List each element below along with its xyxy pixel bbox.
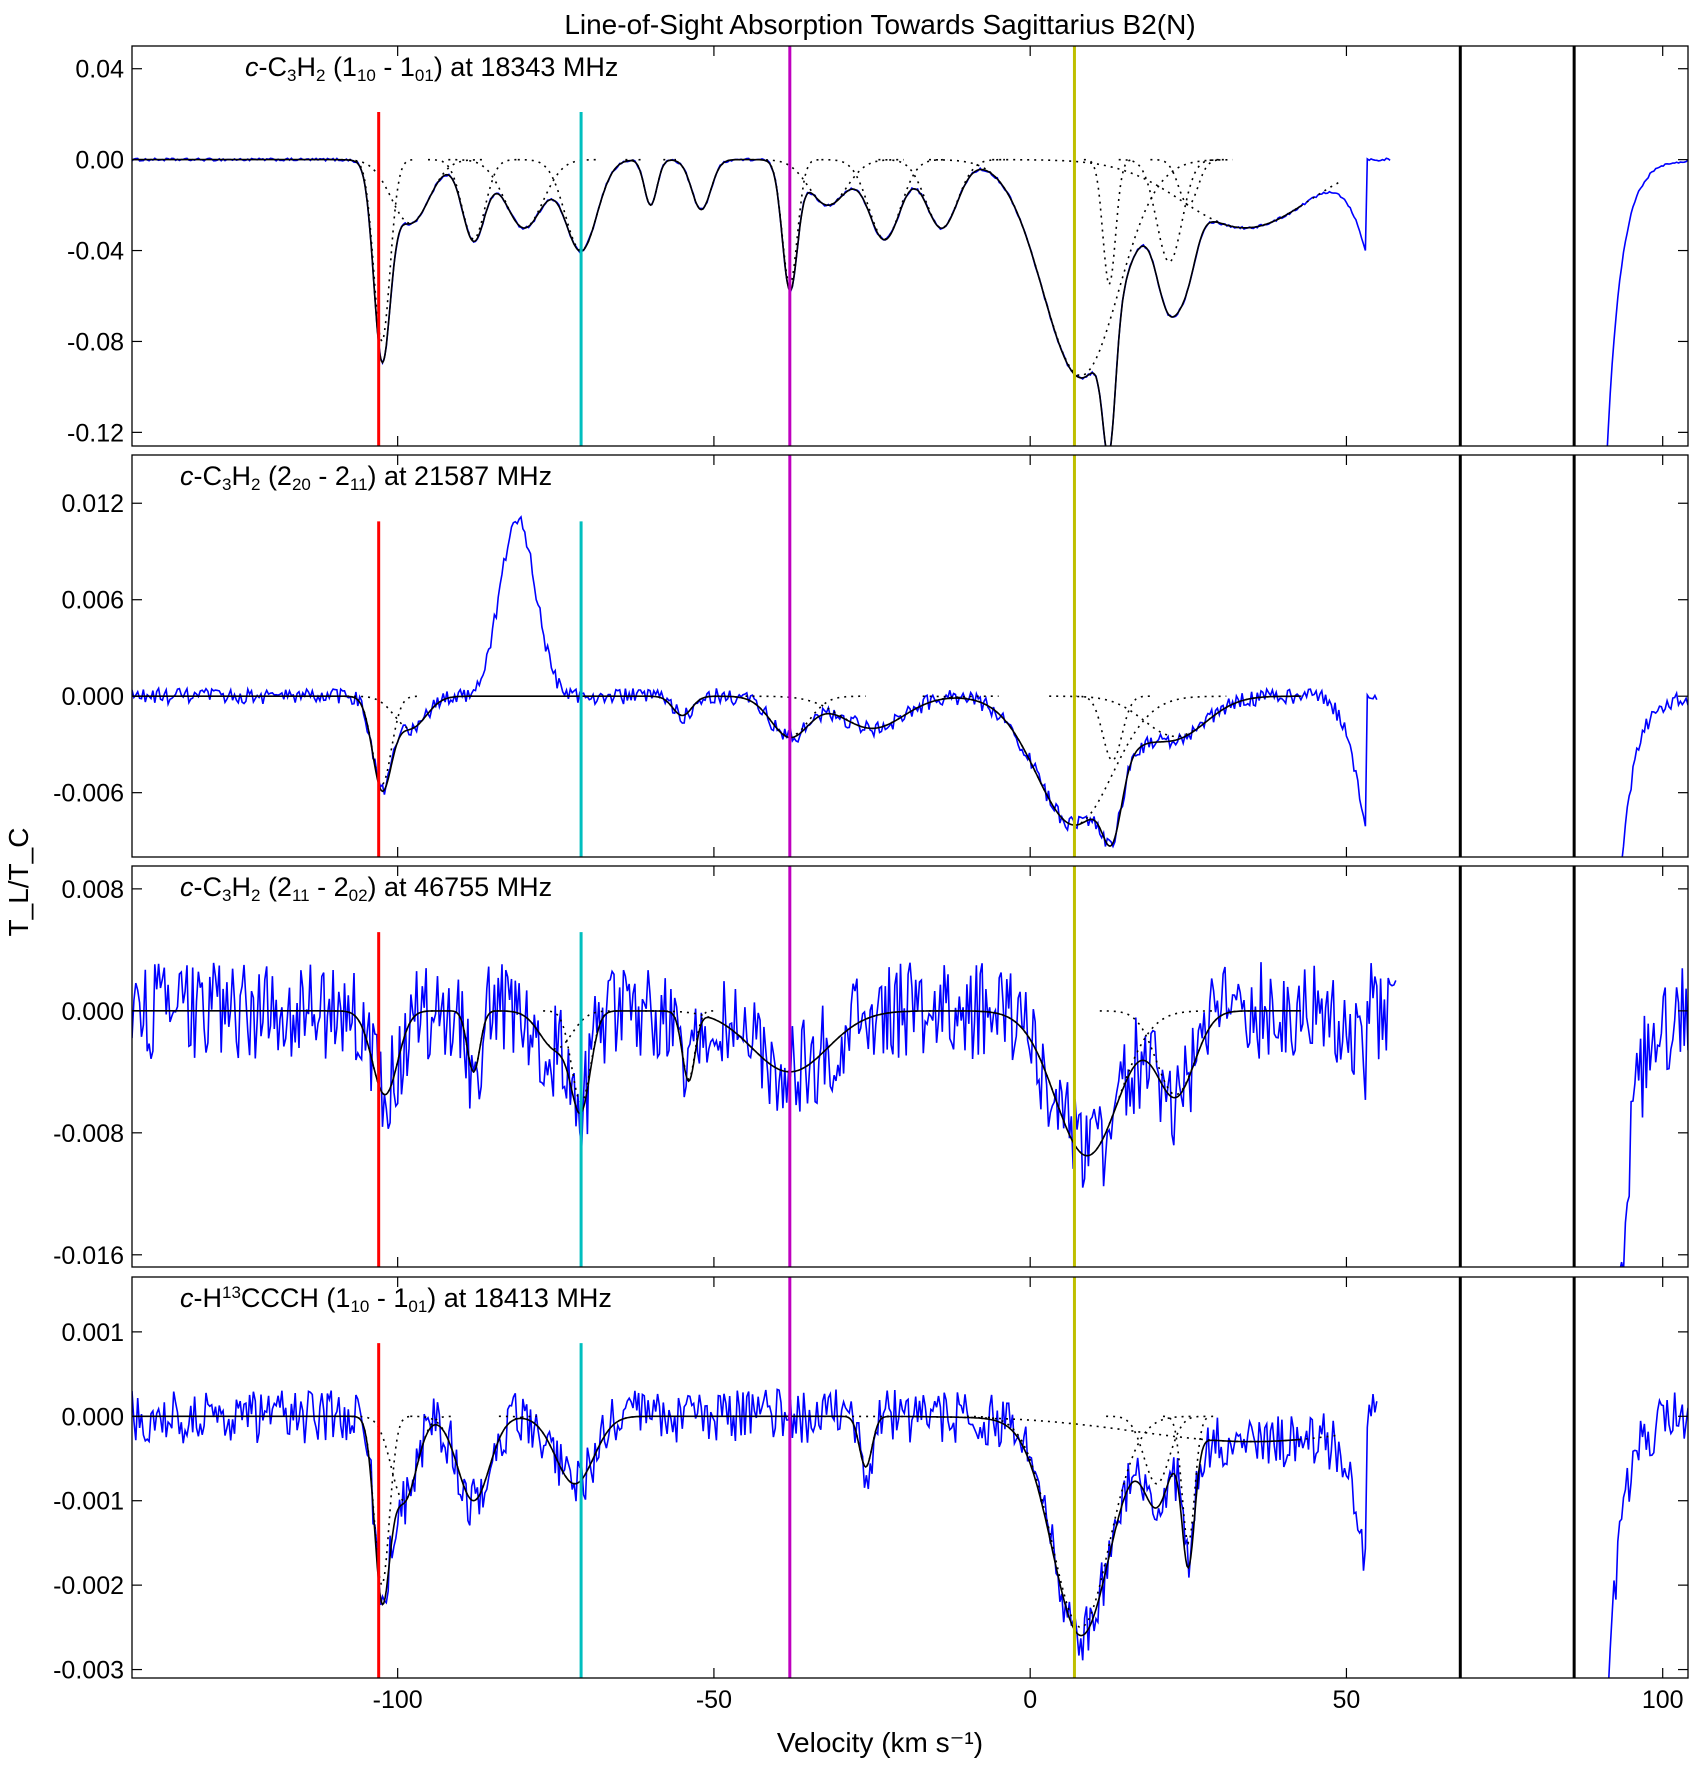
fit-component bbox=[878, 158, 1005, 229]
panel-frame bbox=[131, 45, 1689, 447]
model-fit bbox=[132, 1010, 1301, 1157]
plot-area bbox=[132, 515, 1688, 857]
y-tick-label: -0.08 bbox=[67, 328, 124, 356]
fit-component bbox=[448, 1010, 499, 1074]
y-tick-label: 0.000 bbox=[61, 1403, 124, 1431]
panels-group: 0.04 0.00 -0.04 -0.08 -0.12 c-C3H2 (110 - 101… bbox=[53, 45, 1689, 1714]
fit-component bbox=[428, 158, 519, 241]
observed-spectrum-segment bbox=[1606, 159, 1688, 446]
model-fit bbox=[132, 1415, 1301, 1637]
observed-spectrum-segment bbox=[1619, 968, 1688, 1267]
panel-frame bbox=[131, 454, 1689, 858]
fit-component bbox=[745, 695, 999, 730]
fit-component bbox=[1106, 1415, 1208, 1485]
fit-component bbox=[929, 158, 1233, 377]
panel-label: c-C3H2 (211 - 202) at 46755 MHz bbox=[180, 872, 552, 905]
plot-area bbox=[132, 962, 1688, 1267]
panel-label: c-H13CCCH (110 - 101) at 18413 MHz bbox=[180, 1283, 612, 1316]
y-tick-label: 0.006 bbox=[61, 587, 124, 615]
y-tick-label: 0.000 bbox=[61, 683, 124, 711]
plot-area bbox=[132, 1388, 1688, 1678]
fit-component bbox=[1162, 1415, 1214, 1546]
fit-component bbox=[517, 158, 645, 252]
fit-component bbox=[1150, 158, 1227, 206]
y-tick-label: 0.001 bbox=[61, 1319, 124, 1347]
fit-component bbox=[1118, 158, 1220, 263]
observed-spectrum-segment bbox=[132, 157, 1391, 446]
y-axis-label: T_L/T_C bbox=[3, 828, 34, 937]
y-tick-label: -0.002 bbox=[53, 1572, 124, 1600]
panel-label: c-C3H2 (220 - 211) at 21587 MHz bbox=[180, 461, 552, 494]
observed-spectrum-segment bbox=[132, 515, 1378, 849]
x-tick-label: 0 bbox=[1023, 1686, 1037, 1714]
y-tick-label: -0.12 bbox=[67, 419, 124, 447]
observed-spectrum-segment bbox=[1621, 690, 1688, 857]
x-tick-label: 100 bbox=[1642, 1686, 1684, 1714]
y-tick-label: -0.003 bbox=[53, 1657, 124, 1685]
x-axis-label: Velocity (km s⁻¹) bbox=[777, 1727, 983, 1758]
y-tick-label: 0.008 bbox=[61, 876, 124, 904]
fit-component bbox=[334, 158, 487, 225]
fit-component bbox=[1099, 1010, 1252, 1096]
y-tick-label: 0.012 bbox=[61, 490, 124, 518]
fit-component bbox=[966, 1415, 1195, 1629]
x-tick-label: 50 bbox=[1333, 1686, 1361, 1714]
y-tick-label: 0.00 bbox=[75, 147, 124, 175]
y-tick-label: 0.04 bbox=[75, 56, 124, 84]
fit-component bbox=[625, 158, 676, 207]
observed-spectrum-segment bbox=[1608, 1392, 1688, 1678]
fit-component bbox=[644, 695, 721, 717]
fit-component bbox=[347, 695, 474, 730]
y-tick-label: -0.04 bbox=[67, 238, 124, 266]
fit-component bbox=[1074, 695, 1151, 762]
fit-component bbox=[751, 158, 904, 206]
fit-component bbox=[1049, 695, 1303, 738]
plot-area bbox=[132, 157, 1688, 446]
panel-frame bbox=[131, 865, 1689, 1268]
panel-3: 0.008 0.000 -0.008 -0.016 c-C3H2 (211 - 202)… bbox=[53, 865, 1689, 1270]
model-fit bbox=[132, 695, 1301, 847]
fit-component bbox=[448, 158, 601, 229]
y-tick-label: -0.008 bbox=[53, 1120, 124, 1148]
x-tick-label: -100 bbox=[373, 1686, 423, 1714]
y-tick-label: -0.006 bbox=[53, 780, 124, 808]
fit-component bbox=[1083, 158, 1135, 287]
fit-component bbox=[821, 158, 948, 241]
panel-4: 0.001 0.000 -0.001 -0.002 -0.003 c-H13CCCH (1… bbox=[53, 1276, 1689, 1685]
y-tick-label: -0.001 bbox=[53, 1488, 124, 1516]
panel-1: 0.04 0.00 -0.04 -0.08 -0.12 c-C3H2 (110 - 101… bbox=[67, 45, 1689, 447]
panel-2: 0.012 0.006 0.000 -0.006 c-C3H2 (220 - 211) … bbox=[53, 454, 1689, 858]
fit-component bbox=[343, 695, 420, 786]
model-fit bbox=[132, 158, 1302, 446]
observed-spectrum-segment bbox=[132, 962, 1397, 1188]
fit-component bbox=[992, 158, 1341, 229]
fit-component bbox=[348, 158, 414, 343]
y-tick-label: -0.016 bbox=[53, 1242, 124, 1270]
panel-label: c-C3H2 (110 - 101) at 18343 MHz bbox=[245, 52, 618, 85]
figure-title: Line-of-Sight Absorption Towards Sagitta… bbox=[564, 9, 1195, 40]
observed-spectrum-segment bbox=[132, 1388, 1378, 1661]
y-tick-label: 0.000 bbox=[61, 998, 124, 1026]
fit-component bbox=[663, 158, 740, 211]
fit-component bbox=[638, 1010, 942, 1073]
x-tick-label: -50 bbox=[696, 1686, 732, 1714]
panel-frame bbox=[131, 1276, 1689, 1679]
fit-component bbox=[840, 1415, 891, 1468]
